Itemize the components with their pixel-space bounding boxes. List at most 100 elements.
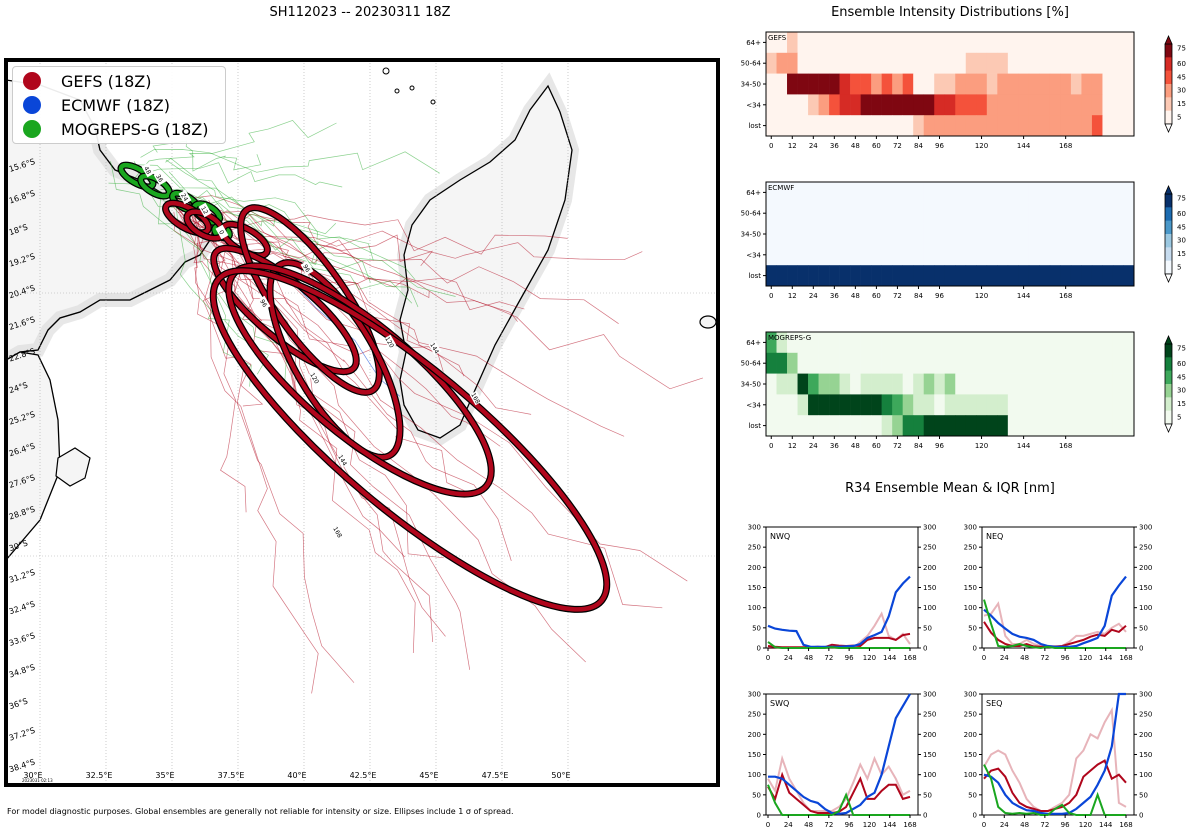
- heat-cell: [797, 182, 809, 204]
- heat-cell: [829, 202, 840, 224]
- heat-cell: [818, 415, 830, 437]
- ecmwf-mean-line: [768, 693, 911, 815]
- heat-cell: [902, 373, 914, 395]
- heat-cell: [766, 52, 777, 74]
- mogreps-dot-icon: [23, 120, 41, 138]
- heat-cell: [787, 415, 798, 437]
- heat-cell: [797, 352, 809, 374]
- heat-cell: [902, 394, 914, 416]
- colorbar-segment: [1165, 194, 1172, 208]
- ensemble-track: [151, 189, 252, 387]
- heat-cell: [1070, 182, 1082, 204]
- heat-cell: [1028, 373, 1040, 395]
- heat-cell: [997, 52, 1009, 74]
- colorbar-segment: [1165, 70, 1172, 85]
- heat-cell: [965, 373, 977, 395]
- intensity-distributions: GEFS 64+ 50-64 34-50 <34 lost 0 12 24 36 48 60 72 84 9…: [741, 31, 1186, 450]
- heat-cell: [850, 394, 861, 416]
- gefs-iqr-line: [983, 706, 1127, 812]
- heat-cell: [892, 373, 903, 395]
- y-tick-label: <34: [746, 101, 761, 109]
- heat-cell: [923, 394, 935, 416]
- heat-cell: [1049, 223, 1061, 245]
- heat-cell: [1102, 73, 1114, 95]
- heat-cell: [1028, 115, 1040, 137]
- y-tick-label: 0: [973, 645, 977, 653]
- x-tick-label: 72: [824, 654, 833, 662]
- heat-cell: [1102, 373, 1114, 395]
- y-tick-label: 34-50: [741, 381, 761, 389]
- heat-cell: [986, 32, 998, 54]
- heat-cell: [892, 32, 903, 54]
- y-tick-label: 64+: [746, 39, 761, 47]
- heat-cell: [1039, 94, 1051, 116]
- x-tick-label: 120: [1079, 821, 1092, 829]
- heat-cell: [913, 115, 925, 137]
- heat-cell: [1039, 394, 1051, 416]
- heat-cell: [787, 94, 798, 116]
- y-tick-label: 300: [923, 691, 936, 699]
- heat-cell: [965, 415, 977, 437]
- heat-cell: [913, 394, 925, 416]
- heat-cell: [829, 332, 840, 354]
- heat-cell: [797, 265, 809, 287]
- heat-cell: [934, 202, 946, 224]
- heat-cell: [1070, 352, 1082, 374]
- heat-cell: [976, 244, 988, 266]
- heat-cell: [1049, 394, 1061, 416]
- heat-cell: [944, 182, 956, 204]
- heat-cell: [1102, 52, 1114, 74]
- ellipse-label: 96: [258, 298, 268, 308]
- ensemble-track: [165, 159, 416, 281]
- heat-cell: [913, 265, 925, 287]
- y-tick-label: 50: [752, 791, 761, 799]
- heat-cell: [923, 115, 935, 137]
- heat-cell: [871, 373, 882, 395]
- heat-cell: [1028, 202, 1040, 224]
- heat-cell: [860, 115, 872, 137]
- heat-cell: [797, 373, 809, 395]
- heat-cell: [1007, 115, 1019, 137]
- heat-cell: [1091, 182, 1103, 204]
- map-stamp: 2023031 02:13: [22, 778, 53, 783]
- y-tick-label: 200: [964, 731, 977, 739]
- y-tick-label: 150: [748, 751, 761, 759]
- heat-cell: [965, 394, 977, 416]
- heat-cell: [902, 332, 914, 354]
- colorbar-label: 75: [1177, 45, 1186, 53]
- heat-cell: [839, 265, 851, 287]
- heat-cell: [808, 52, 819, 74]
- heat-cell: [1018, 52, 1030, 74]
- heat-cell: [776, 73, 788, 95]
- x-tick-label: 36: [830, 292, 839, 300]
- heat-cell: [1081, 202, 1093, 224]
- ellipse-label: 168: [469, 392, 481, 406]
- heat-cell: [934, 32, 946, 54]
- heat-cell: [1102, 223, 1114, 245]
- heat-cell: [965, 202, 977, 224]
- y-tick-label: 300: [1139, 524, 1152, 532]
- heat-cell: [808, 94, 819, 116]
- colorbar-label: 15: [1177, 100, 1186, 108]
- heat-cell: [913, 52, 925, 74]
- uncertainty-ellipse: [237, 204, 383, 396]
- x-tick-label: 72: [893, 142, 902, 150]
- x-tick-label: 0: [769, 292, 773, 300]
- heat-cell: [860, 52, 872, 74]
- heat-cell: [1028, 223, 1040, 245]
- heat-cell: [1091, 332, 1103, 354]
- y-tick-label: 64+: [746, 189, 761, 197]
- heat-cell: [986, 415, 998, 437]
- ellipse-label: 120: [383, 336, 395, 350]
- heat-cell: [1028, 73, 1040, 95]
- heat-cell: [902, 244, 914, 266]
- heat-cell: [839, 332, 851, 354]
- heat-cell: [986, 115, 998, 137]
- heat-cell: [986, 223, 998, 245]
- x-tick-label: 96: [935, 142, 944, 150]
- y-tick-label: lost: [748, 122, 761, 130]
- heat-cell: [766, 202, 777, 224]
- heat-cell: [997, 415, 1009, 437]
- ellipse-label: 24: [179, 192, 189, 202]
- heat-cell: [850, 115, 861, 137]
